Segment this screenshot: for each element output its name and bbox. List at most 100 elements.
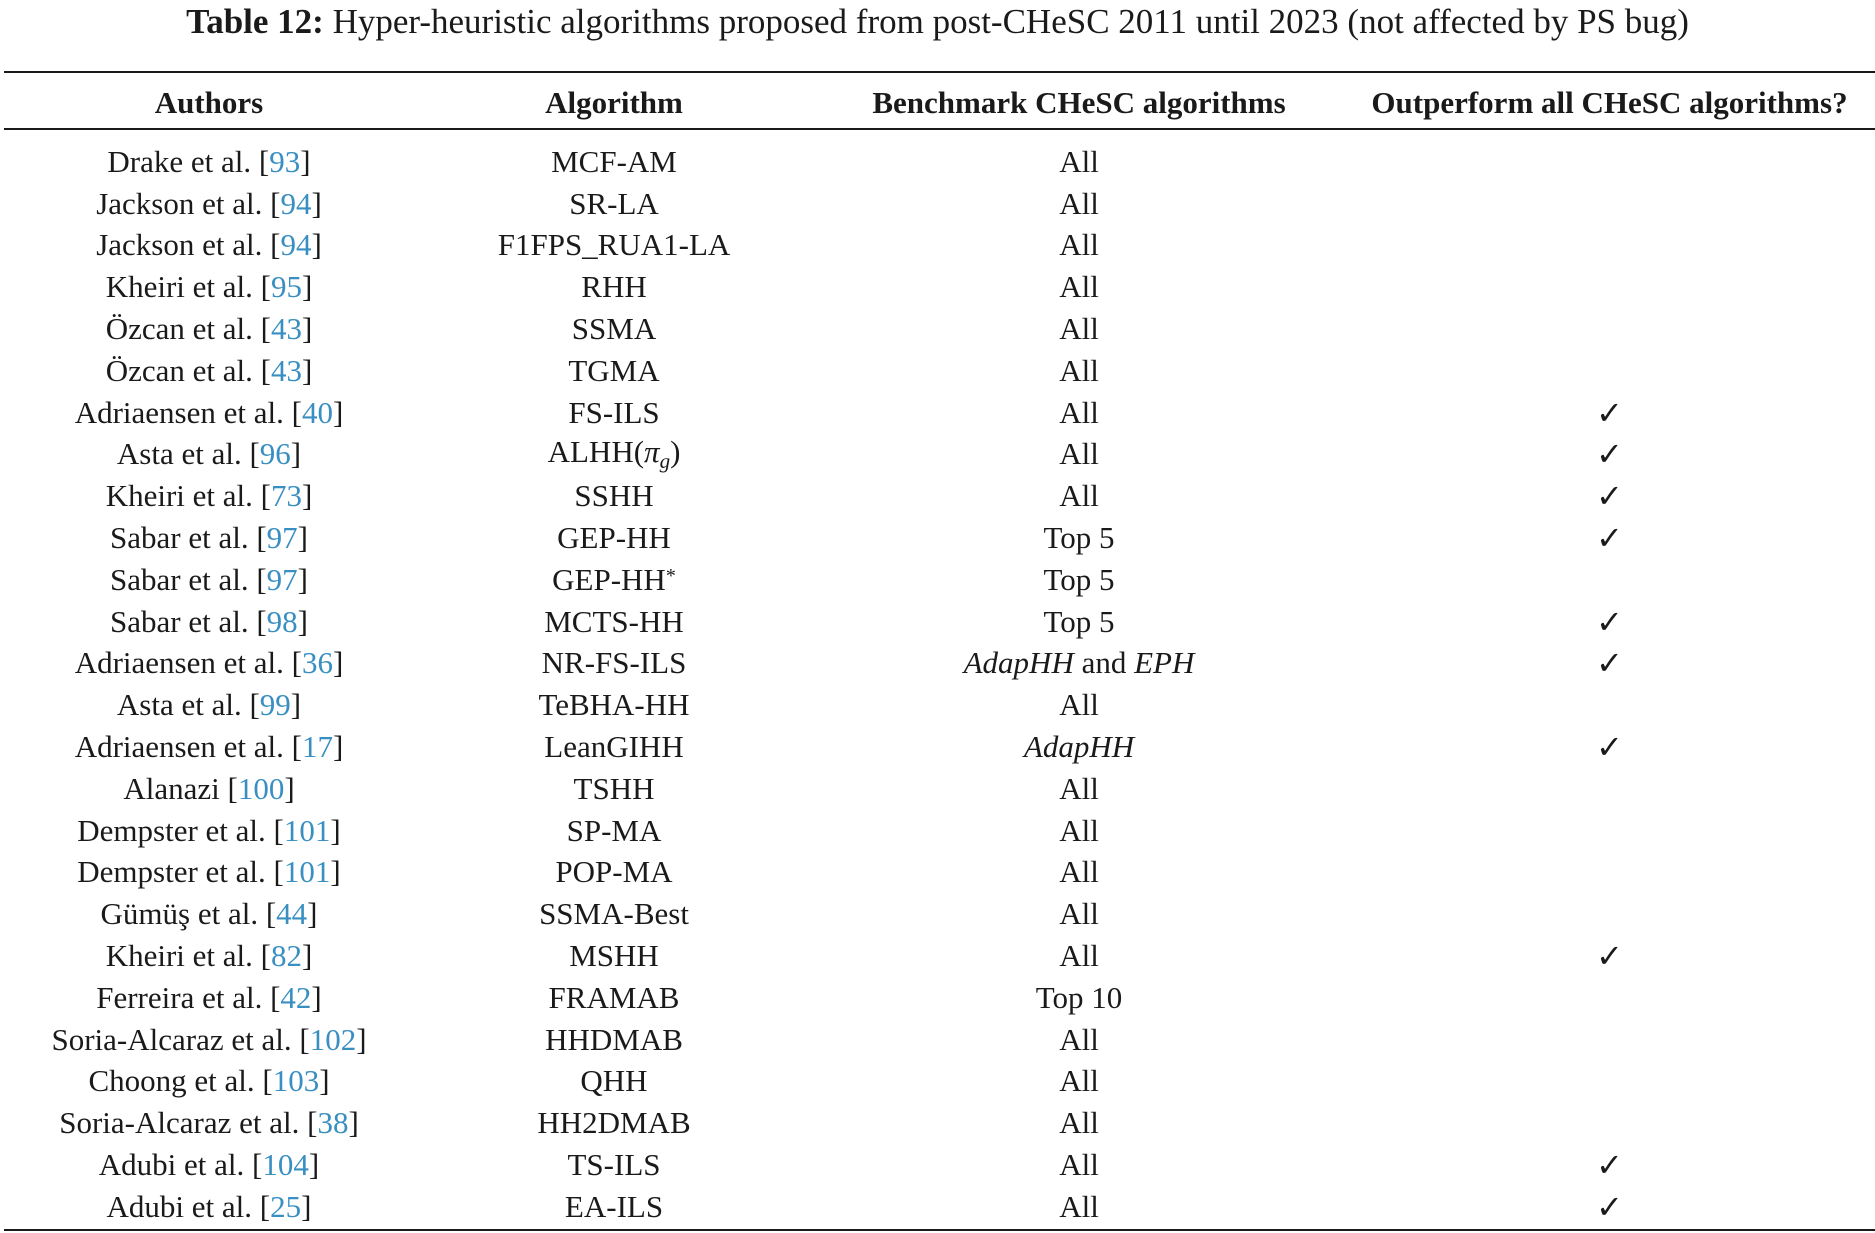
benchmark-algorithm: EPH: [1134, 645, 1195, 681]
citation-link[interactable]: 104: [262, 1147, 309, 1183]
benchmark-value: All: [1059, 938, 1099, 974]
algorithm-cell: MSHH: [414, 935, 814, 977]
citation-link[interactable]: 42: [280, 979, 312, 1015]
table-row: Dempster et al. [101] SP-MA All: [4, 810, 1875, 852]
header-algorithm: Algorithm: [545, 85, 683, 120]
author-cell: Adubi et al. [25]: [106, 1188, 312, 1224]
caption-text: Hyper-heuristic algorithms proposed from…: [332, 2, 1689, 41]
author-cell: Soria-Alcaraz et al. [102]: [51, 1021, 367, 1057]
citation-link[interactable]: 40: [301, 394, 333, 430]
table-row: Gümüş et al. [44] SSMA-Best All: [4, 893, 1875, 935]
table-row: Adubi et al. [104] TS-ILS All ✓: [4, 1144, 1875, 1186]
table-caption: Table 12: Hyper-heuristic algorithms pro…: [0, 0, 1875, 48]
citation-link[interactable]: 17: [301, 729, 333, 765]
table-row: Sabar et al. [98] MCTS-HH Top 5 ✓: [4, 601, 1875, 643]
citation-link[interactable]: 36: [301, 645, 333, 681]
algorithm-cell: FS-ILS: [414, 392, 814, 434]
outperform-cell: [1344, 852, 1875, 894]
citation-link[interactable]: 43: [270, 352, 302, 388]
algorithm-name: HH2DMAB: [537, 1105, 691, 1141]
table-row: Jackson et al. [94] SR-LA All: [4, 183, 1875, 225]
author-cell: Sabar et al. [97]: [110, 561, 308, 597]
algorithm-cell: RHH: [414, 266, 814, 308]
author-name: Sabar et al.: [110, 520, 249, 556]
citation-link[interactable]: 97: [266, 561, 298, 597]
citation-link[interactable]: 95: [270, 269, 302, 305]
algorithm-cell: GEP-HH*: [414, 559, 814, 601]
benchmark-value: All: [1059, 1188, 1099, 1224]
outperform-cell: [1344, 350, 1875, 392]
benchmark-conjunction: and: [1073, 645, 1135, 681]
benchmark-value: Top 5: [1043, 603, 1115, 639]
citation-link[interactable]: 25: [270, 1188, 302, 1224]
author-name: Jackson et al.: [96, 227, 263, 263]
outperform-cell: [1344, 1061, 1875, 1103]
citation-link[interactable]: 38: [317, 1105, 349, 1141]
benchmark-cell: AdapHH and EPH: [814, 643, 1344, 685]
citation-link[interactable]: 44: [276, 896, 308, 932]
benchmark-value: All: [1059, 143, 1099, 179]
author-cell: Dempster et al. [101]: [77, 812, 341, 848]
header-benchmark: Benchmark CHeSC algorithms: [872, 85, 1286, 120]
table-row: Adubi et al. [25] EA-ILS All ✓: [4, 1186, 1875, 1228]
algorithm-cell: SSHH: [414, 475, 814, 517]
citation-link[interactable]: 43: [270, 311, 302, 347]
citation-link[interactable]: 100: [237, 770, 285, 806]
author-name: Adriaensen et al.: [74, 394, 284, 430]
author-cell: Asta et al. [96]: [116, 436, 302, 472]
benchmark-cell: All: [814, 1019, 1344, 1061]
algorithm-name: TS-ILS: [567, 1147, 661, 1183]
citation-link[interactable]: 98: [266, 603, 298, 639]
author-name: Drake et al.: [107, 143, 252, 179]
citation-link[interactable]: 99: [259, 687, 291, 723]
algorithm-cell: F1FPS_RUA1-LA: [414, 225, 814, 267]
benchmark-value: All: [1059, 269, 1099, 305]
algorithm-name: SSHH: [574, 478, 654, 514]
header-outperform: Outperform all CHeSC algorithms?: [1371, 85, 1848, 120]
algorithm-name: MSHH: [569, 938, 659, 974]
benchmark-value: All: [1059, 185, 1099, 221]
table-row: Jackson et al. [94] F1FPS_RUA1-LA All: [4, 225, 1875, 267]
algorithm-cell: FRAMAB: [414, 977, 814, 1019]
author-cell: Alanazi [100]: [123, 770, 295, 806]
table-row: Kheiri et al. [73] SSHH All ✓: [4, 475, 1875, 517]
hyper-heuristic-table: Authors Algorithm Benchmark CHeSC algori…: [4, 79, 1875, 1228]
table-row: Alanazi [100] TSHH All: [4, 768, 1875, 810]
algorithm-name: FS-ILS: [568, 394, 660, 430]
algorithm-name: LeanGIHH: [544, 729, 684, 765]
benchmark-value: All: [1059, 896, 1099, 932]
table-row: Ferreira et al. [42] FRAMAB Top 10: [4, 977, 1875, 1019]
outperform-cell: ✓: [1344, 1144, 1875, 1186]
benchmark-value: All: [1059, 478, 1099, 514]
algorithm-name: TeBHA-HH: [538, 687, 690, 723]
citation-link[interactable]: 102: [309, 1021, 357, 1057]
benchmark-value: All: [1059, 770, 1099, 806]
citation-link[interactable]: 96: [259, 436, 291, 472]
author-cell: Drake et al. [93]: [107, 143, 311, 179]
outperform-cell: [1344, 559, 1875, 601]
benchmark-cell: All: [814, 768, 1344, 810]
citation-link[interactable]: 97: [266, 520, 298, 556]
algorithm-cell: MCF-AM: [414, 127, 814, 183]
citation-link[interactable]: 93: [269, 143, 301, 179]
author-cell: Kheiri et al. [73]: [105, 478, 313, 514]
citation-link[interactable]: 73: [270, 478, 302, 514]
citation-link[interactable]: 103: [272, 1063, 320, 1099]
algorithm-name: SP-MA: [566, 812, 662, 848]
author-name: Asta et al.: [116, 436, 242, 472]
algorithm-cell: QHH: [414, 1061, 814, 1103]
author-name: Adriaensen et al.: [74, 729, 284, 765]
citation-link[interactable]: 101: [283, 812, 331, 848]
citation-link[interactable]: 94: [280, 185, 312, 221]
author-name: Dempster et al.: [77, 854, 266, 890]
author-cell: Asta et al. [99]: [116, 687, 302, 723]
citation-link[interactable]: 101: [283, 854, 331, 890]
author-name: Choong et al.: [88, 1063, 255, 1099]
author-name: Özcan et al.: [105, 311, 253, 347]
author-name: Özcan et al.: [105, 352, 253, 388]
citation-link[interactable]: 82: [270, 938, 302, 974]
author-cell: Choong et al. [103]: [88, 1063, 330, 1099]
citation-link[interactable]: 94: [280, 227, 312, 263]
outperform-cell: [1344, 225, 1875, 267]
header-row: Authors Algorithm Benchmark CHeSC algori…: [4, 79, 1875, 127]
